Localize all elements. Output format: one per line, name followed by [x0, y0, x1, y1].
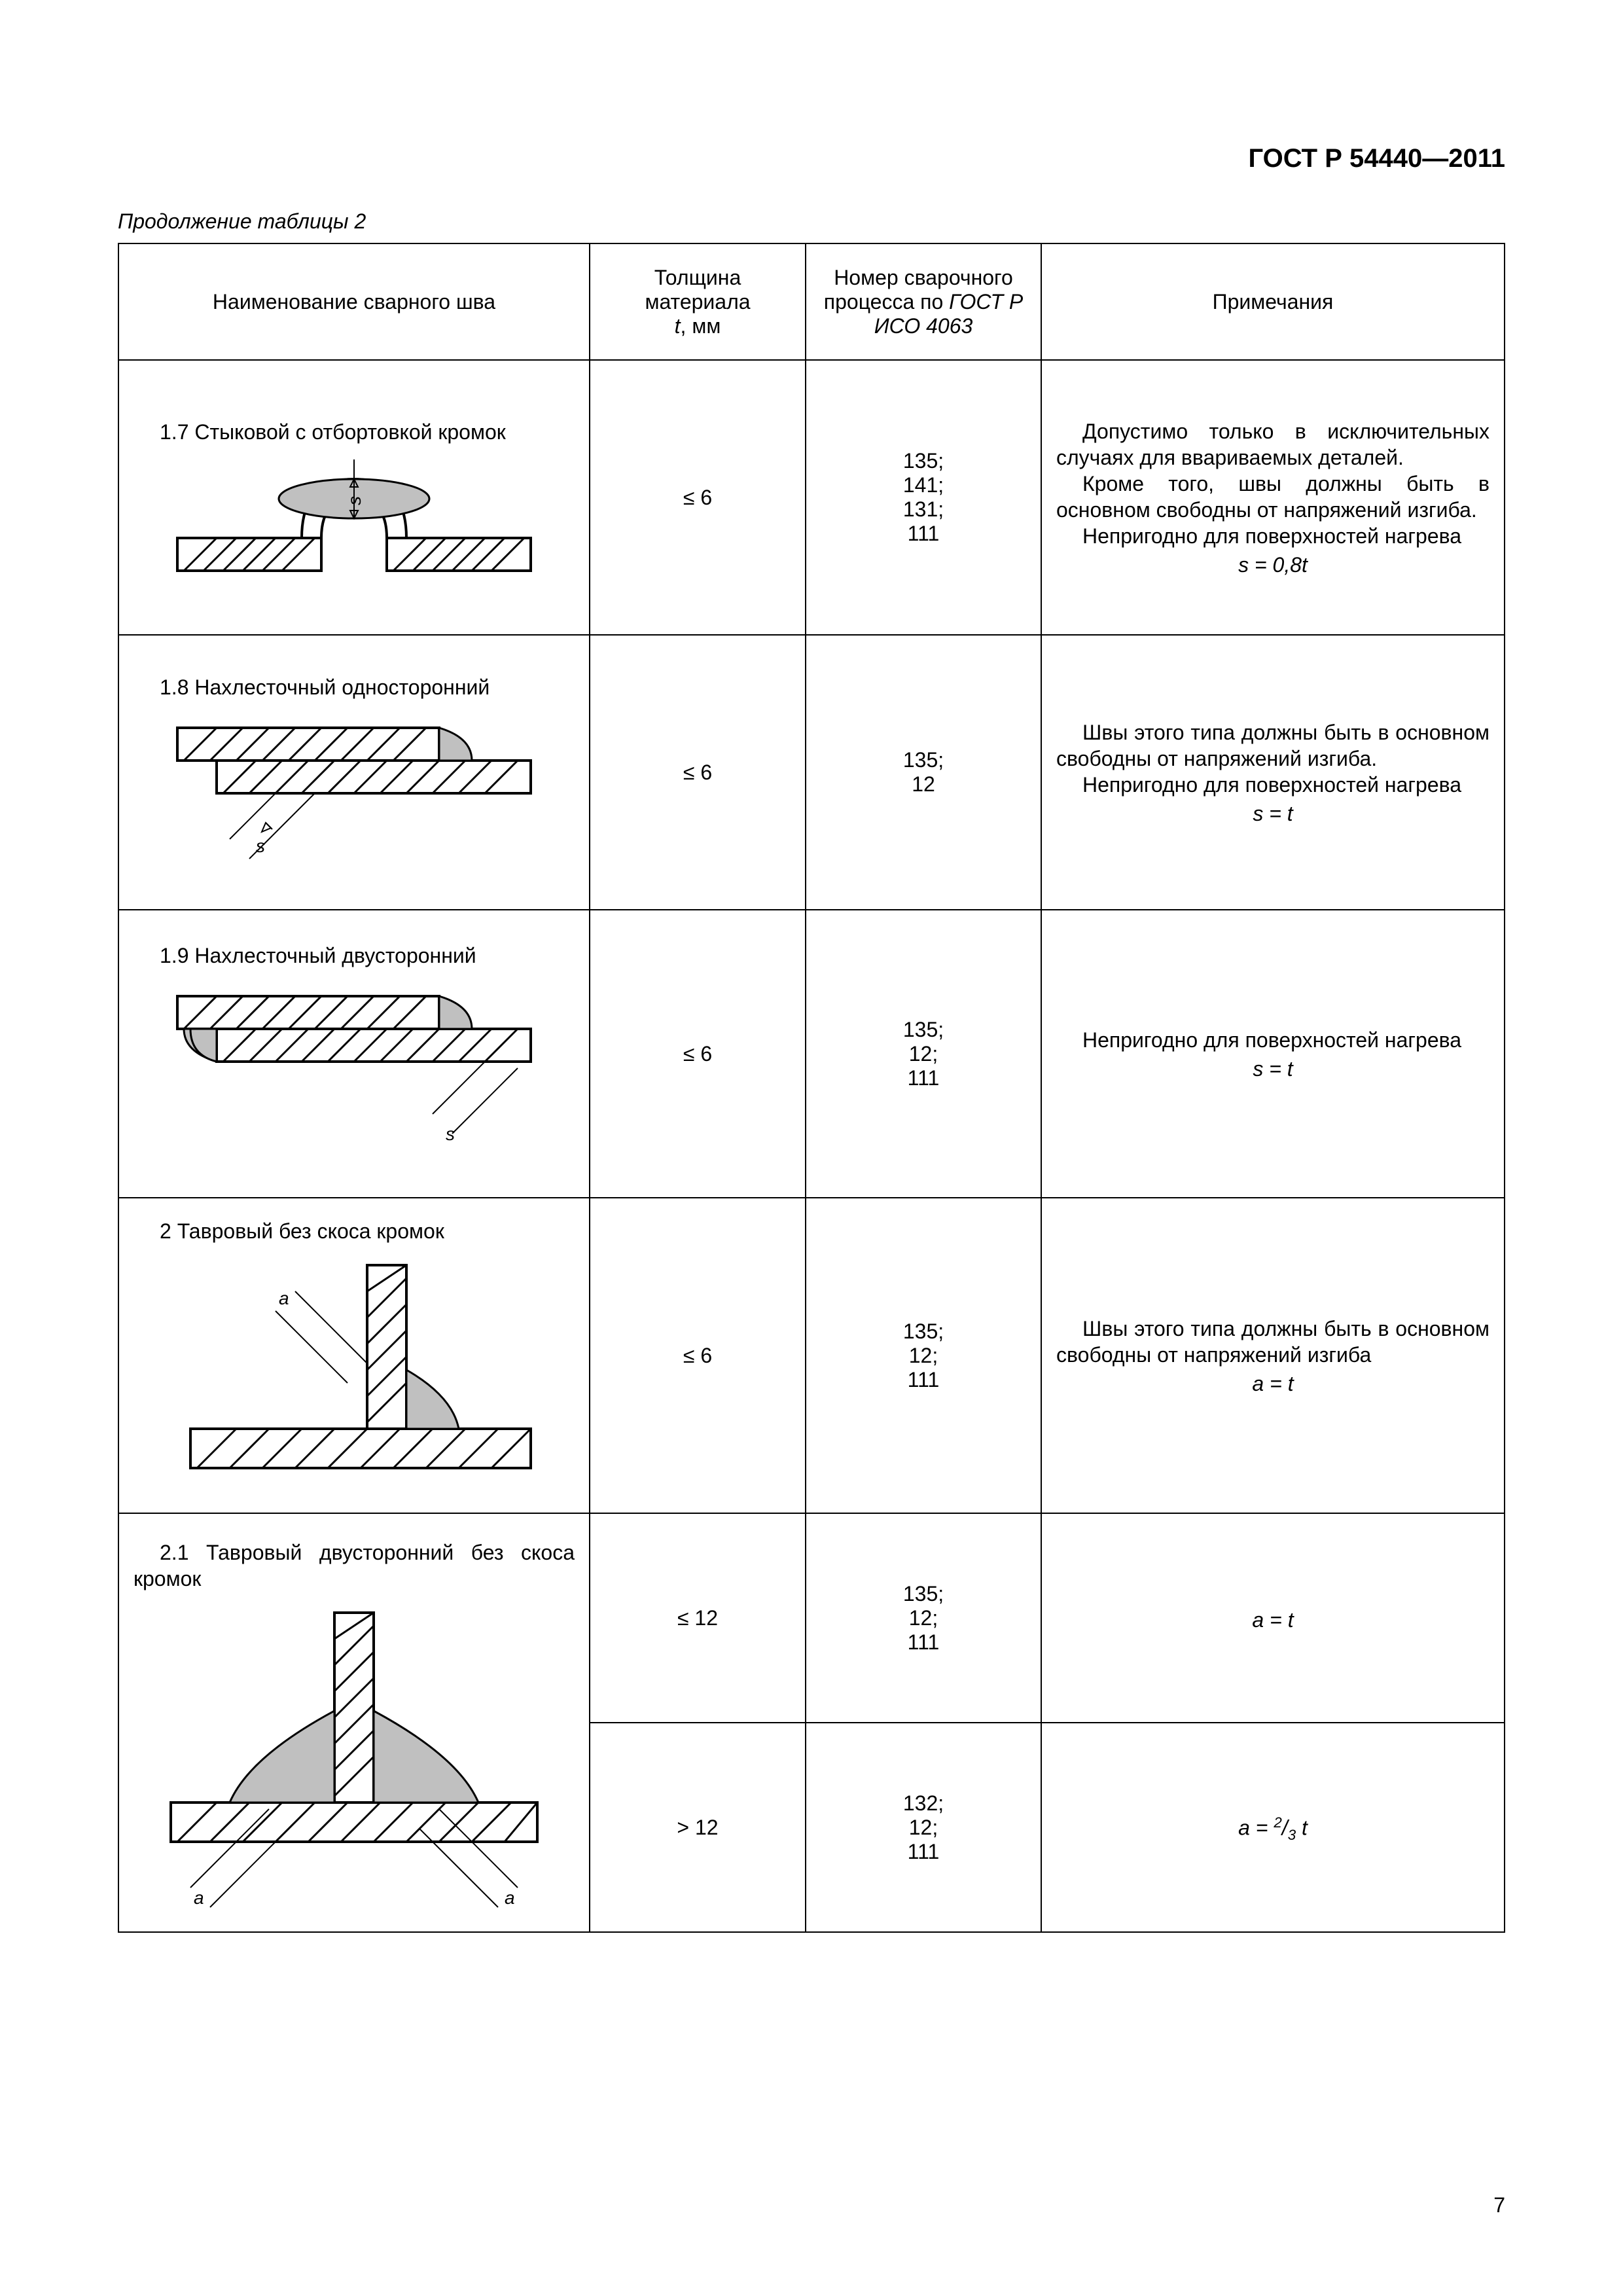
formula: s = t [1056, 802, 1489, 826]
table-row: 2 Тавровый без скоса кромок a ≤ 6135;12;… [118, 1198, 1505, 1513]
table-row: 1.7 Стыковой с отбортовкой кромок s ≤ 61… [118, 360, 1505, 635]
cell-thickness: ≤ 6 [590, 1198, 806, 1513]
document-standard-header: ГОСТ Р 54440—2011 [1249, 144, 1506, 173]
cell-weld-name: 2.1 Тавровый двусторонний без скоса кром… [118, 1513, 590, 1932]
cell-process: 132;12;111 [806, 1723, 1041, 1932]
header-weld-name: Наименование сварного шва [118, 243, 590, 360]
cell-thickness: ≤ 6 [590, 910, 806, 1198]
table-continuation-caption: Продолжение таблицы 2 [118, 209, 1505, 234]
cell-notes: Швы этого типа должны быть в основном св… [1041, 1198, 1505, 1513]
cell-weld-name: 1.7 Стыковой с отбортовкой кромок s [118, 360, 590, 635]
cell-process: 135;141;131;111 [806, 360, 1041, 635]
cell-notes: a = 2/3 t [1041, 1723, 1505, 1932]
cell-weld-name: 1.9 Нахлесточный двусторонний s [118, 910, 590, 1198]
formula: a = t [1056, 1372, 1489, 1396]
note-text: Швы этого типа должны быть в основном св… [1056, 1316, 1489, 1368]
note-text: Непригодно для поверхностей нагрева [1056, 1027, 1489, 1053]
weld-diagram: a [134, 1252, 575, 1501]
svg-text:a: a [279, 1288, 289, 1308]
header-process: Номер сварочного процесса по ГОСТ Р ИСО … [806, 243, 1041, 360]
cell-weld-name: 1.8 Нахлесточный односторонний s [118, 635, 590, 910]
page-number: 7 [1493, 2193, 1505, 2217]
weld-name-text: 1.7 Стыковой с отбортовкой кромок [134, 419, 575, 445]
svg-text:s: s [344, 496, 365, 505]
svg-text:s: s [446, 1124, 455, 1144]
weld-name-text: 1.9 Нахлесточный двусторонний [134, 942, 575, 969]
table-header-row: Наименование сварного шва Толщина матери… [118, 243, 1505, 360]
weld-name-text: 1.8 Нахлесточный односторонний [134, 674, 575, 700]
svg-text:a: a [194, 1888, 204, 1908]
cell-thickness: ≤ 6 [590, 360, 806, 635]
cell-notes: Непригодно для поверхностей нагрева s = t [1041, 910, 1505, 1198]
weld-types-table: Наименование сварного шва Толщина матери… [118, 243, 1505, 1933]
cell-notes: a = t [1041, 1513, 1505, 1723]
weld-name-text: 2.1 Тавровый двусторонний без скоса кром… [134, 1539, 575, 1592]
diagram-flange-butt: s [164, 453, 544, 584]
weld-diagram: s [134, 453, 575, 584]
cell-thickness: ≤ 6 [590, 635, 806, 910]
formula: s = t [1056, 1057, 1489, 1081]
cell-thickness: > 12 [590, 1723, 806, 1932]
diagram-lap-double: s [164, 977, 544, 1173]
cell-thickness: ≤ 12 [590, 1513, 806, 1723]
note-text: Непригодно для поверхностей нагрева [1056, 772, 1489, 798]
cell-process: 135;12;111 [806, 1198, 1041, 1513]
header-notes: Примечания [1041, 243, 1505, 360]
formula: a = 2/3 t [1056, 1814, 1489, 1844]
diagram-tee-double: a a [151, 1600, 557, 1914]
table-row: 1.8 Нахлесточный односторонний s ≤ 6135;… [118, 635, 1505, 910]
weld-diagram: a a [134, 1600, 575, 1914]
cell-notes: Допустимо только в исключительных случая… [1041, 360, 1505, 635]
weld-name-text: 2 Тавровый без скоса кромок [134, 1218, 575, 1244]
cell-process: 135;12 [806, 635, 1041, 910]
note-text: Швы этого типа должны быть в основном св… [1056, 719, 1489, 772]
formula: s = 0,8t [1056, 553, 1489, 577]
weld-diagram: s [134, 708, 575, 878]
cell-weld-name: 2 Тавровый без скоса кромок a [118, 1198, 590, 1513]
svg-text:a: a [505, 1888, 515, 1908]
table-row: 1.9 Нахлесточный двусторонний s ≤ 6135;1… [118, 910, 1505, 1198]
table-row: 2.1 Тавровый двусторонний без скоса кром… [118, 1513, 1505, 1723]
header-thickness: Толщина материала t, мм [590, 243, 806, 360]
cell-process: 135;12;111 [806, 910, 1041, 1198]
svg-text:s: s [256, 836, 265, 856]
cell-notes: Швы этого типа должны быть в основном св… [1041, 635, 1505, 910]
note-text: Непригодно для поверхностей нагрева [1056, 523, 1489, 549]
weld-diagram: s [134, 977, 575, 1173]
note-text: Допустимо только в исключительных случая… [1056, 418, 1489, 471]
note-text: Кроме того, швы должны быть в основном с… [1056, 471, 1489, 523]
cell-process: 135;12;111 [806, 1513, 1041, 1723]
diagram-lap-single: s [164, 708, 544, 878]
formula: a = t [1056, 1608, 1489, 1632]
diagram-tee-single: a [164, 1252, 544, 1501]
